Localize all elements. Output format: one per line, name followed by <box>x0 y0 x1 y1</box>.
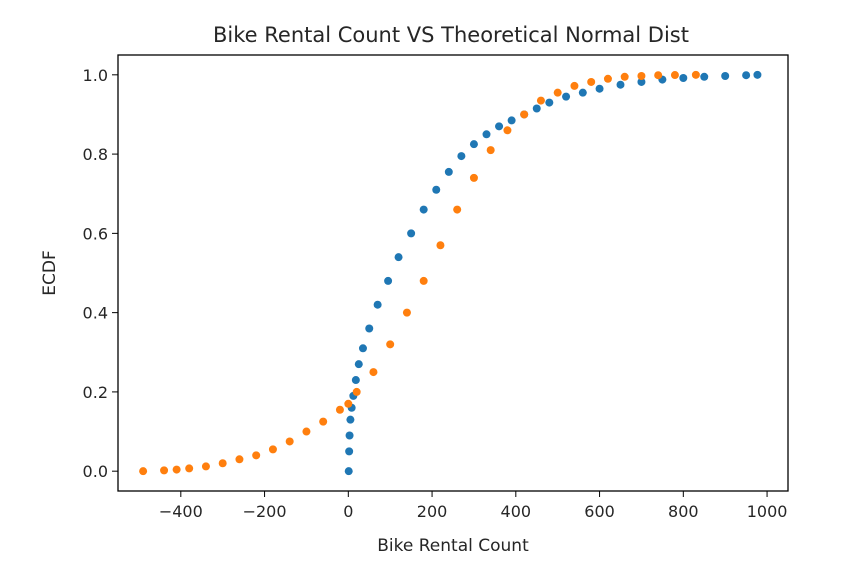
data-point <box>453 205 462 214</box>
data-point <box>345 431 354 440</box>
y-tick-label: 1.0 <box>83 66 108 85</box>
data-point <box>570 81 579 90</box>
data-point <box>160 466 169 475</box>
data-point <box>407 229 416 238</box>
data-point <box>352 387 361 396</box>
data-point <box>373 300 382 309</box>
data-point <box>432 185 441 194</box>
data-point <box>469 173 478 182</box>
data-point <box>369 368 378 377</box>
data-point <box>507 116 516 125</box>
y-tick-label: 0.8 <box>83 145 108 164</box>
y-tick-label: 0.2 <box>83 383 108 402</box>
data-point <box>603 74 612 83</box>
data-point <box>346 415 355 424</box>
data-point <box>721 72 730 81</box>
data-point <box>670 71 679 80</box>
data-point <box>553 88 562 97</box>
data-point <box>616 80 625 89</box>
data-point <box>457 152 466 161</box>
data-point <box>201 462 210 471</box>
data-point <box>344 467 353 476</box>
data-point <box>358 344 367 353</box>
data-point <box>268 445 277 454</box>
series-2 <box>139 70 700 476</box>
data-point <box>302 427 311 436</box>
data-point <box>469 140 478 149</box>
data-series <box>139 70 762 476</box>
data-point <box>578 88 587 97</box>
data-point <box>654 71 663 80</box>
data-point <box>545 98 554 107</box>
data-point <box>185 464 194 473</box>
data-point <box>139 467 148 476</box>
data-point <box>419 276 428 285</box>
data-point <box>285 437 294 446</box>
data-point <box>536 96 545 105</box>
data-point <box>335 405 344 414</box>
data-point <box>637 77 646 86</box>
data-point <box>679 73 688 82</box>
data-point <box>252 451 261 460</box>
series-1 <box>344 70 762 476</box>
data-point <box>532 104 541 113</box>
data-point <box>742 71 751 80</box>
x-tick-label: 600 <box>584 502 615 521</box>
data-point <box>637 72 646 81</box>
data-point <box>386 340 395 349</box>
data-point <box>402 308 411 317</box>
x-tick-label: 800 <box>668 502 699 521</box>
y-tick-label: 0.4 <box>83 304 108 323</box>
plot-area-frame <box>117 54 789 492</box>
x-axis-label: Bike Rental Count <box>377 536 529 556</box>
x-tick-label: −200 <box>243 502 287 521</box>
data-point <box>620 72 629 81</box>
y-axis: 0.0 0.2 0.4 0.6 0.8 1.0 <box>83 66 118 481</box>
y-tick-label: 0.6 <box>83 224 108 243</box>
x-tick-label: 400 <box>501 502 532 521</box>
data-point <box>394 253 403 262</box>
data-point <box>486 146 495 155</box>
data-point <box>218 459 227 468</box>
data-point <box>691 70 700 79</box>
data-point <box>384 276 393 285</box>
data-point <box>503 126 512 135</box>
data-point <box>365 324 374 333</box>
x-tick-label: 1000 <box>747 502 788 521</box>
data-point <box>436 241 445 250</box>
x-tick-label: 200 <box>417 502 448 521</box>
data-point <box>419 205 428 214</box>
data-point <box>753 70 762 79</box>
data-point <box>345 447 354 456</box>
data-point <box>587 77 596 86</box>
data-point <box>351 376 360 385</box>
chart-title: Bike Rental Count VS Theoretical Normal … <box>213 23 689 47</box>
x-tick-label: 0 <box>343 502 353 521</box>
data-point <box>520 110 529 119</box>
data-point <box>700 72 709 81</box>
data-point <box>172 465 181 474</box>
data-point <box>562 92 571 101</box>
data-point <box>495 122 504 131</box>
data-point <box>354 360 363 369</box>
data-point <box>482 130 491 139</box>
data-point <box>595 84 604 93</box>
data-point <box>319 417 328 426</box>
data-point <box>235 455 244 464</box>
data-point <box>444 167 453 176</box>
data-point <box>344 399 353 408</box>
x-axis: −400 −200 0 200 400 600 800 1000 <box>159 491 788 521</box>
x-tick-label: −400 <box>159 502 203 521</box>
y-tick-label: 0.0 <box>83 462 108 481</box>
y-axis-label: ECDF <box>40 250 60 295</box>
